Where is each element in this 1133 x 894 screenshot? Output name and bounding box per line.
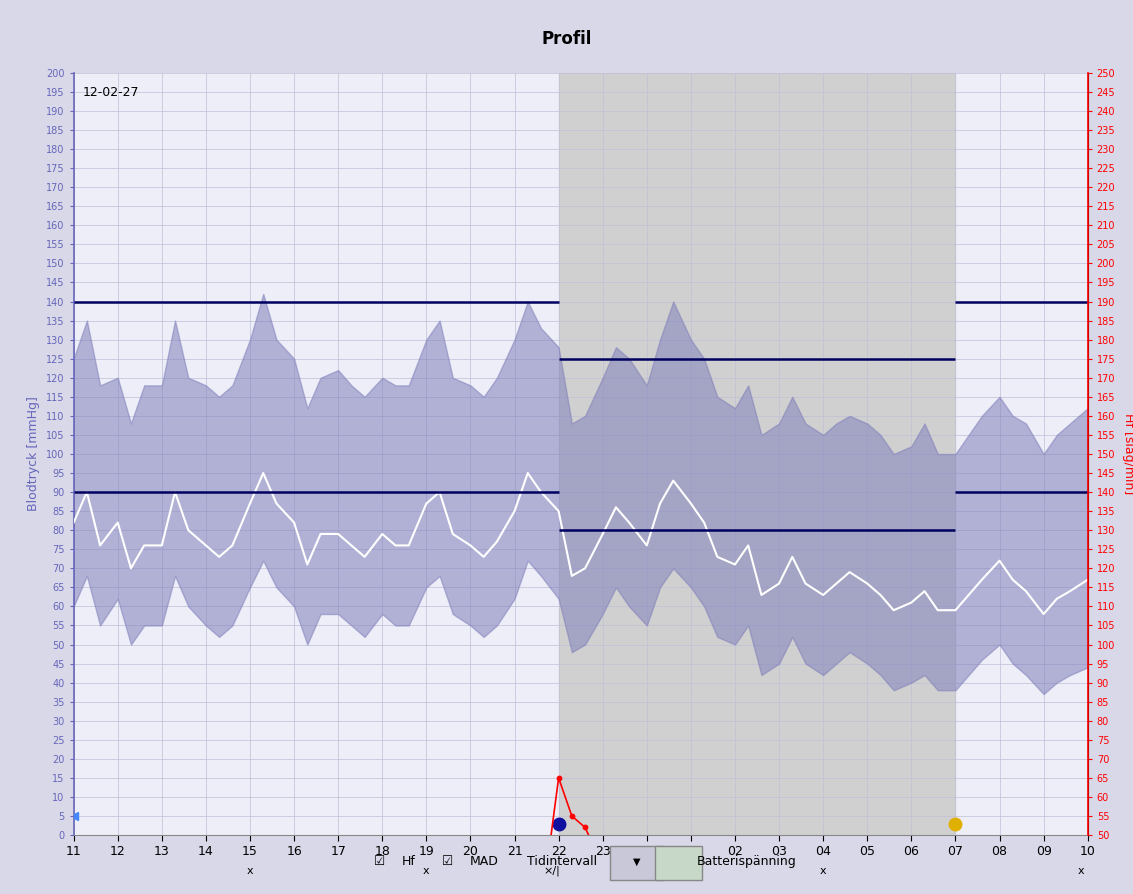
Point: [726, 873, 744, 888]
Bar: [559, 73, 955, 835]
Y-axis label: Hf [slag/min]: Hf [slag/min]: [1122, 413, 1133, 494]
Point: [960, 836, 978, 850]
Point: [607, 873, 625, 888]
Point: [708, 885, 726, 894]
Text: x: x: [1077, 865, 1084, 875]
Point: [973, 858, 991, 873]
Point: [620, 885, 638, 894]
Text: 12-02-27: 12-02-27: [83, 86, 139, 98]
Point: [576, 821, 594, 835]
Text: Hf: Hf: [402, 855, 416, 868]
Text: ×/|: ×/|: [544, 865, 561, 876]
Point: [550, 771, 568, 785]
FancyBboxPatch shape: [655, 847, 702, 880]
Y-axis label: Blodtryck [mmHg]: Blodtryck [mmHg]: [27, 397, 41, 511]
Text: Batterispänning: Batterispänning: [697, 855, 796, 868]
Point: [594, 858, 612, 873]
Point: [122, 877, 140, 891]
Point: [563, 809, 581, 823]
Point: [109, 866, 127, 881]
Text: ☑: ☑: [442, 855, 453, 868]
Text: Tidintervall: Tidintervall: [527, 855, 597, 868]
FancyBboxPatch shape: [610, 847, 664, 880]
Text: MAD: MAD: [470, 855, 499, 868]
Text: ▼: ▼: [633, 856, 640, 866]
Text: Profil: Profil: [542, 30, 591, 47]
Text: x: x: [820, 865, 826, 875]
Text: x: x: [423, 865, 429, 875]
Point: [78, 873, 96, 888]
Text: ☑: ☑: [374, 855, 385, 868]
Point: [91, 893, 109, 894]
Point: [65, 885, 83, 894]
Point: [990, 873, 1008, 888]
Text: x: x: [247, 865, 254, 875]
